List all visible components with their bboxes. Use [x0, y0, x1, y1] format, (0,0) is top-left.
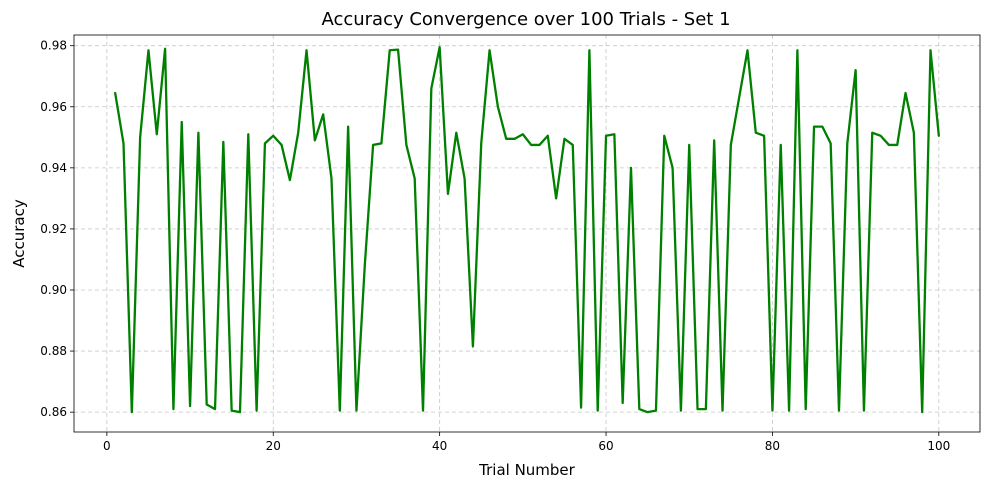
plot-frame: [73, 34, 981, 433]
grid-lines: [74, 35, 980, 432]
x-tick-label: 40: [432, 439, 447, 453]
chart-title: Accuracy Convergence over 100 Trials - S…: [321, 9, 730, 30]
y-tick-label: 0.94: [40, 161, 67, 175]
x-axis-title: Trial Number: [478, 461, 576, 479]
y-tick-label: 0.92: [40, 222, 67, 236]
y-axis-title: Accuracy: [10, 199, 28, 268]
x-tick-label: 20: [266, 439, 281, 453]
y-tick-label: 0.96: [40, 100, 67, 114]
series-group: [114, 46, 940, 414]
y-tick-label: 0.86: [40, 405, 67, 419]
y-axis-ticks: 0.86 0.88 0.90 0.92 0.94 0.96 0.98: [40, 39, 74, 419]
y-tick-label: 0.90: [40, 283, 67, 297]
x-tick-label: 60: [598, 439, 613, 453]
x-tick-label: 0: [103, 439, 111, 453]
x-axis-ticks: 0 20 40 60 80 100: [103, 432, 950, 453]
x-tick-label: 100: [927, 439, 950, 453]
y-tick-label: 0.88: [40, 344, 67, 358]
y-tick-label: 0.98: [40, 39, 67, 53]
accuracy-series-line: [114, 46, 940, 414]
x-tick-label: 80: [765, 439, 780, 453]
